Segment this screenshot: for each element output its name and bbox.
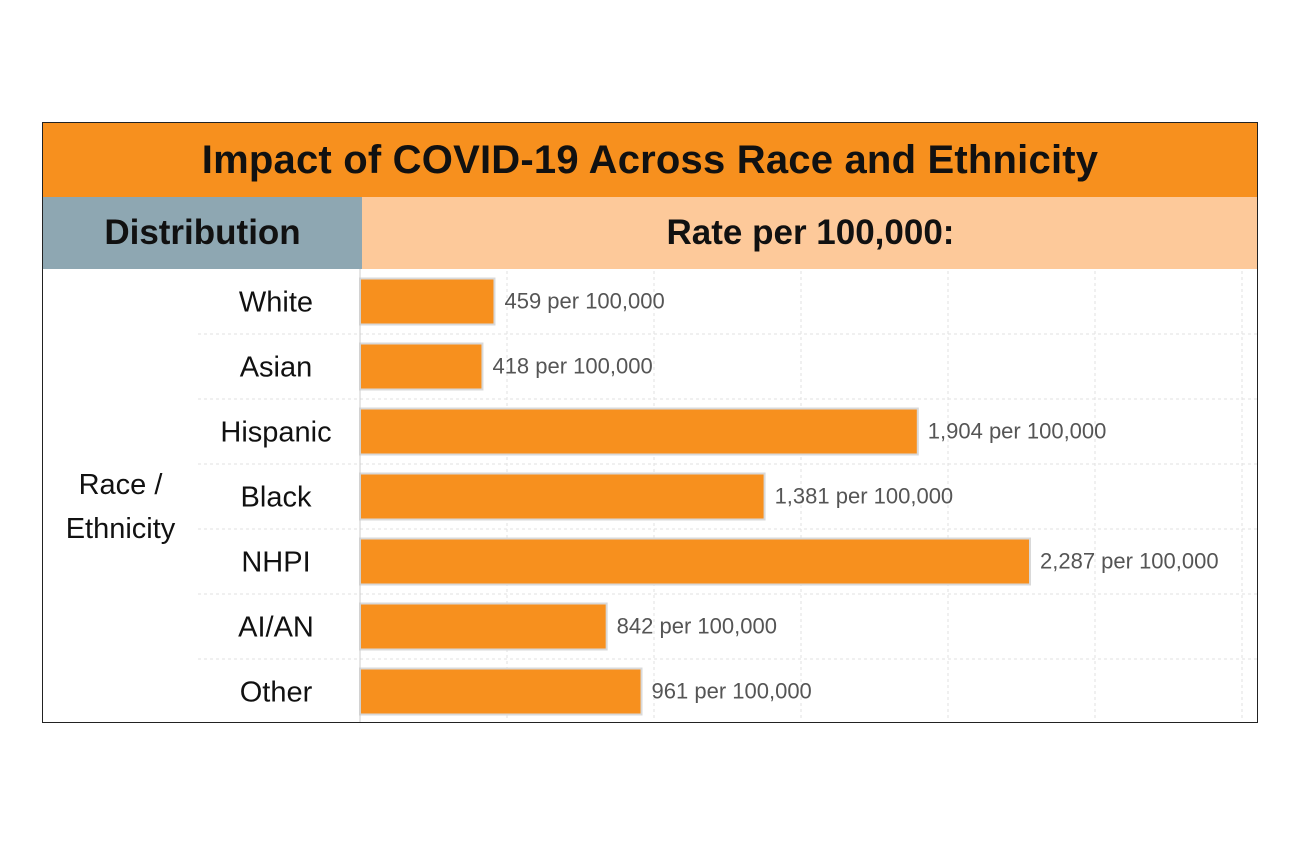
category-label: Other [240, 677, 313, 709]
bar [359, 342, 484, 391]
value-label: 842 per 100,000 [617, 614, 777, 639]
category-label: NHPI [241, 547, 310, 579]
category-label: Hispanic [220, 417, 331, 449]
bar [359, 537, 1031, 586]
category-label: Black [241, 482, 312, 514]
rate-heading: Rate per 100,000: [362, 197, 1257, 269]
value-label: 1,904 per 100,000 [928, 419, 1107, 444]
bar [359, 277, 496, 326]
category-label: AI/AN [238, 612, 314, 644]
value-label: 1,381 per 100,000 [775, 484, 954, 509]
bar [359, 407, 919, 456]
bar [359, 667, 643, 716]
bar [359, 472, 766, 521]
value-label: 2,287 per 100,000 [1040, 549, 1219, 574]
bar [359, 602, 608, 651]
value-label: 459 per 100,000 [504, 289, 664, 314]
value-label: 418 per 100,000 [492, 354, 652, 379]
value-label: 961 per 100,000 [652, 679, 812, 704]
chart-frame: Impact of COVID-19 Across Race and Ethni… [42, 122, 1258, 723]
chart-title: Impact of COVID-19 Across Race and Ethni… [43, 123, 1257, 197]
race-ethnicity-group-label: Race / Ethnicity [65, 469, 176, 545]
distribution-heading: Distribution [43, 197, 362, 269]
category-label: White [239, 287, 313, 319]
category-label: Asian [240, 352, 313, 384]
bar-chart: White 459 per 100,000 Asian 418 per 100,000… [198, 269, 1257, 722]
